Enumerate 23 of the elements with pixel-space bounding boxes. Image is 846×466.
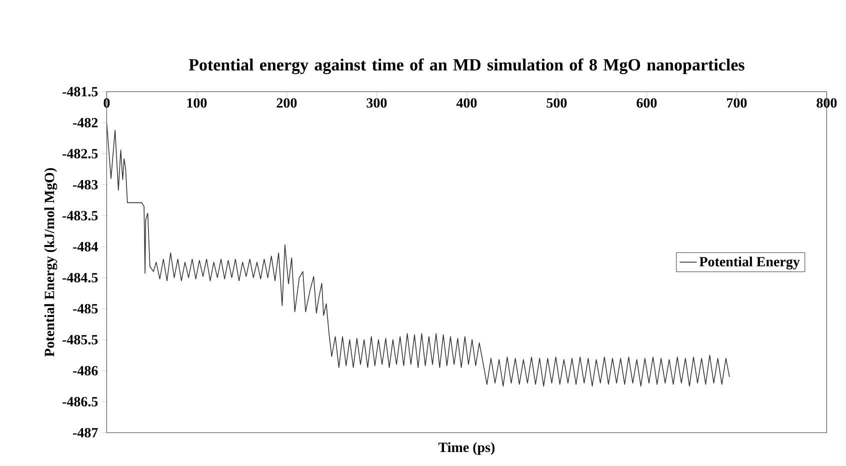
y-tick-label: -484.5 [62, 272, 98, 282]
x-tick-label: 700 [727, 98, 747, 108]
y-tick-label: -483.5 [62, 210, 98, 220]
y-tick-label: -485.5 [62, 334, 98, 344]
y-tick-label: -482 [73, 118, 98, 128]
x-tick-label: 500 [546, 98, 567, 108]
x-tick-label: 200 [276, 98, 297, 108]
x-axis-title: Time (ps) [438, 442, 495, 455]
y-tick-label: -487 [73, 428, 98, 438]
y-tick-label: -484 [73, 242, 98, 252]
y-axis-title: Potential Energy (kJ/mol MgO) [44, 168, 58, 357]
y-tick-label: -486.5 [62, 396, 98, 406]
y-tick-label: -483 [73, 180, 98, 190]
y-tick-label: -486 [73, 366, 98, 376]
y-tick-label: -485 [73, 304, 98, 314]
legend-label: Potential Energy [699, 256, 800, 270]
x-tick-label: 300 [366, 98, 387, 108]
x-tick-label: 600 [636, 98, 657, 108]
x-tick-label: 100 [187, 98, 207, 108]
y-tick-label: -481.5 [62, 86, 98, 96]
chart-title: Potential energy against time of an MD simulation of 8 MgO nanoparticles [188, 58, 744, 74]
y-tick-label: -482.5 [62, 148, 98, 158]
x-tick-label: 400 [456, 98, 477, 108]
